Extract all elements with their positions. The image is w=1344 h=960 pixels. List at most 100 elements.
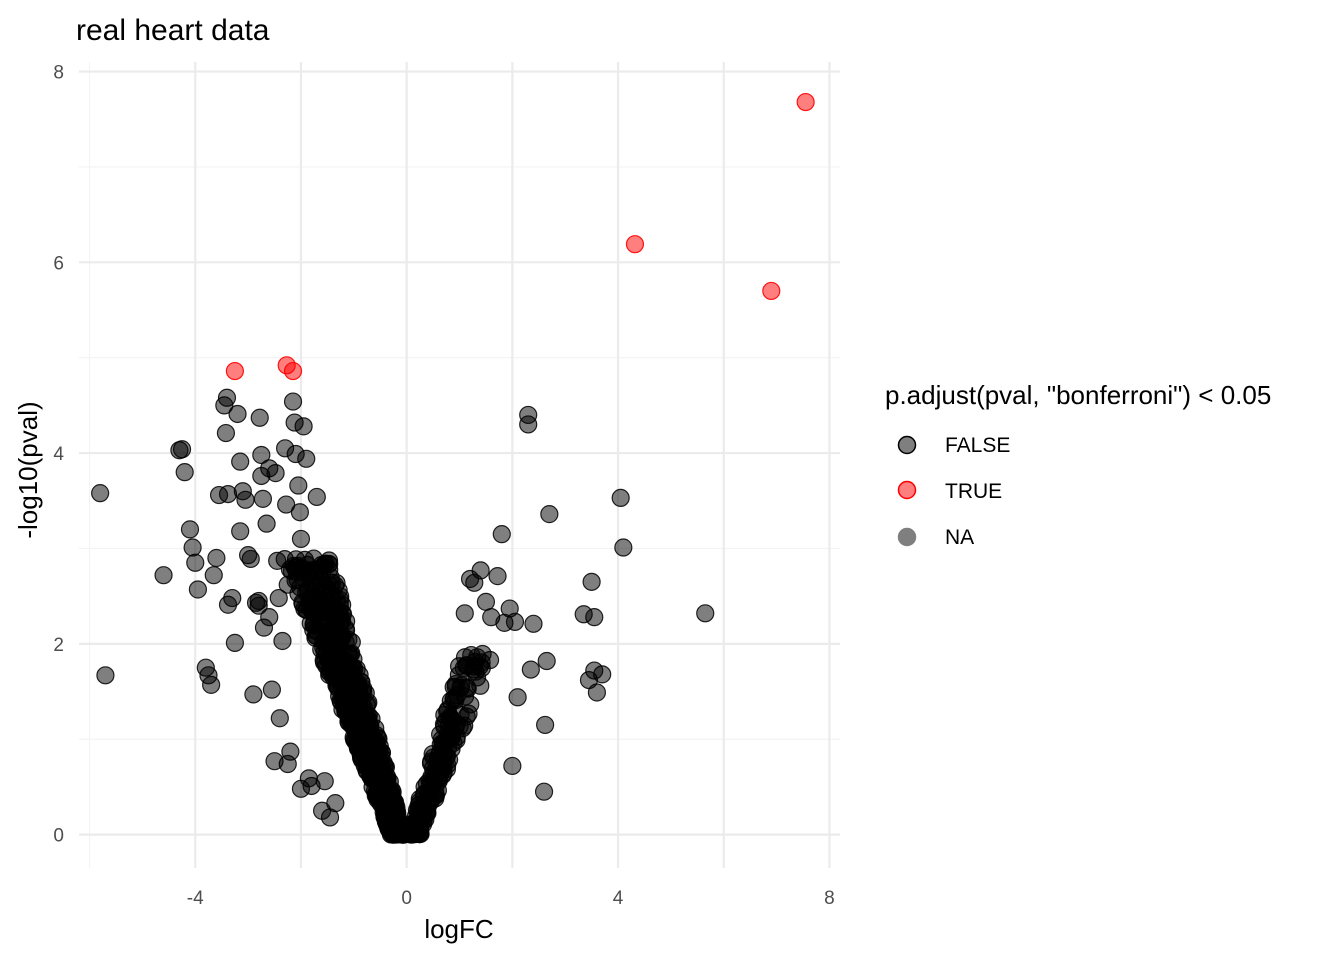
data-point-false bbox=[291, 529, 311, 549]
legend-title: p.adjust(pval, "bonferroni") < 0.05 bbox=[885, 380, 1271, 410]
data-point-false bbox=[188, 580, 208, 599]
y-tick-label: 4 bbox=[53, 444, 64, 465]
data-point-false bbox=[346, 711, 365, 731]
x-axis-title: logFC bbox=[424, 914, 493, 944]
data-point-false bbox=[91, 484, 110, 503]
data-point-false bbox=[253, 489, 273, 508]
y-tick-label: 8 bbox=[53, 63, 64, 84]
data-point-false bbox=[231, 452, 250, 471]
y-axis-title: -log10(pval) bbox=[13, 401, 43, 538]
data-point-false bbox=[283, 392, 303, 411]
data-point-true bbox=[796, 92, 815, 112]
data-point-false bbox=[384, 813, 403, 832]
data-point-false bbox=[505, 612, 525, 632]
data-point-false bbox=[183, 538, 202, 557]
data-point-false bbox=[431, 735, 450, 754]
legend-label-false: FALSE bbox=[945, 434, 1010, 457]
data-point-false bbox=[419, 787, 439, 807]
data-point-false bbox=[257, 514, 276, 533]
data-point-false bbox=[250, 408, 269, 427]
data-point-false bbox=[326, 794, 345, 813]
data-point-false bbox=[202, 675, 221, 694]
data-point-false bbox=[268, 551, 287, 570]
data-point-false bbox=[585, 608, 604, 627]
data-point-false bbox=[320, 650, 340, 669]
legend-label-na: NA bbox=[945, 526, 974, 549]
data-point-false bbox=[175, 463, 194, 482]
data-point-false bbox=[336, 619, 355, 638]
data-point-false bbox=[290, 503, 310, 522]
data-point-false bbox=[269, 588, 288, 608]
y-tick-label: 6 bbox=[53, 253, 64, 274]
data-point-false bbox=[154, 566, 173, 585]
data-point-false bbox=[204, 566, 223, 585]
legend-key-false bbox=[897, 435, 917, 455]
data-point-false bbox=[476, 592, 496, 611]
data-point-false bbox=[186, 553, 205, 572]
data-point-false bbox=[223, 588, 242, 608]
chart-title: real heart data bbox=[76, 14, 270, 47]
data-point-false bbox=[614, 538, 633, 557]
data-point-false bbox=[471, 561, 490, 580]
data-point-false bbox=[262, 680, 281, 699]
legend-key-na bbox=[897, 527, 917, 547]
data-point-true bbox=[225, 361, 244, 381]
data-point-false bbox=[180, 520, 200, 539]
data-points bbox=[91, 92, 815, 844]
data-point-false bbox=[260, 608, 279, 627]
x-tick-label: 8 bbox=[824, 888, 835, 909]
data-point-true bbox=[762, 281, 781, 301]
data-point-false bbox=[307, 622, 326, 641]
data-point-false bbox=[338, 645, 358, 664]
data-point-false bbox=[587, 683, 607, 702]
data-point-false bbox=[451, 679, 470, 698]
data-point-false bbox=[540, 505, 559, 524]
data-point-false bbox=[307, 487, 326, 507]
data-point-false bbox=[582, 572, 601, 591]
data-point-false bbox=[270, 709, 289, 728]
data-point-false bbox=[297, 449, 316, 468]
x-tick-label: 4 bbox=[613, 888, 624, 909]
data-point-false bbox=[278, 575, 297, 594]
data-point-false bbox=[696, 604, 715, 623]
data-point-false bbox=[172, 440, 192, 459]
data-point-false bbox=[367, 751, 386, 771]
data-point-false bbox=[470, 657, 489, 676]
data-point-false bbox=[338, 661, 357, 680]
data-point-false bbox=[428, 750, 447, 770]
data-point-false bbox=[611, 488, 630, 508]
data-point-false bbox=[503, 756, 522, 776]
data-point-false bbox=[312, 555, 331, 575]
data-point-false bbox=[343, 689, 362, 708]
data-point-false bbox=[218, 484, 238, 504]
data-point-false bbox=[266, 464, 285, 483]
data-point-false bbox=[534, 782, 554, 801]
data-point-false bbox=[231, 522, 250, 541]
data-point-true bbox=[625, 235, 645, 254]
data-point-false bbox=[217, 388, 237, 407]
data-point-false bbox=[492, 525, 511, 544]
data-point-false bbox=[318, 581, 337, 600]
y-axis-ticks: 0 2 4 6 8 bbox=[53, 63, 64, 847]
data-point-false bbox=[488, 567, 507, 586]
x-tick-label: -4 bbox=[187, 888, 204, 909]
data-point-false bbox=[593, 665, 612, 684]
y-tick-label: 0 bbox=[53, 826, 64, 847]
data-point-false bbox=[228, 404, 247, 424]
legend: p.adjust(pval, "bonferroni") < 0.05 FALS… bbox=[885, 380, 1271, 549]
data-point-false bbox=[519, 415, 538, 434]
data-point-false bbox=[216, 423, 236, 443]
data-point-false bbox=[366, 719, 385, 738]
legend-label-true: TRUE bbox=[945, 480, 1002, 503]
data-point-false bbox=[244, 685, 263, 704]
data-point-false bbox=[524, 614, 543, 633]
x-tick-label: 0 bbox=[401, 888, 412, 909]
x-axis-ticks: -4 0 4 8 bbox=[187, 888, 835, 909]
data-point-false bbox=[315, 772, 334, 791]
data-point-false bbox=[207, 548, 226, 568]
data-point-false bbox=[289, 476, 308, 495]
y-tick-label: 2 bbox=[53, 635, 64, 656]
data-point-false bbox=[443, 712, 462, 731]
data-point-false bbox=[241, 549, 260, 569]
